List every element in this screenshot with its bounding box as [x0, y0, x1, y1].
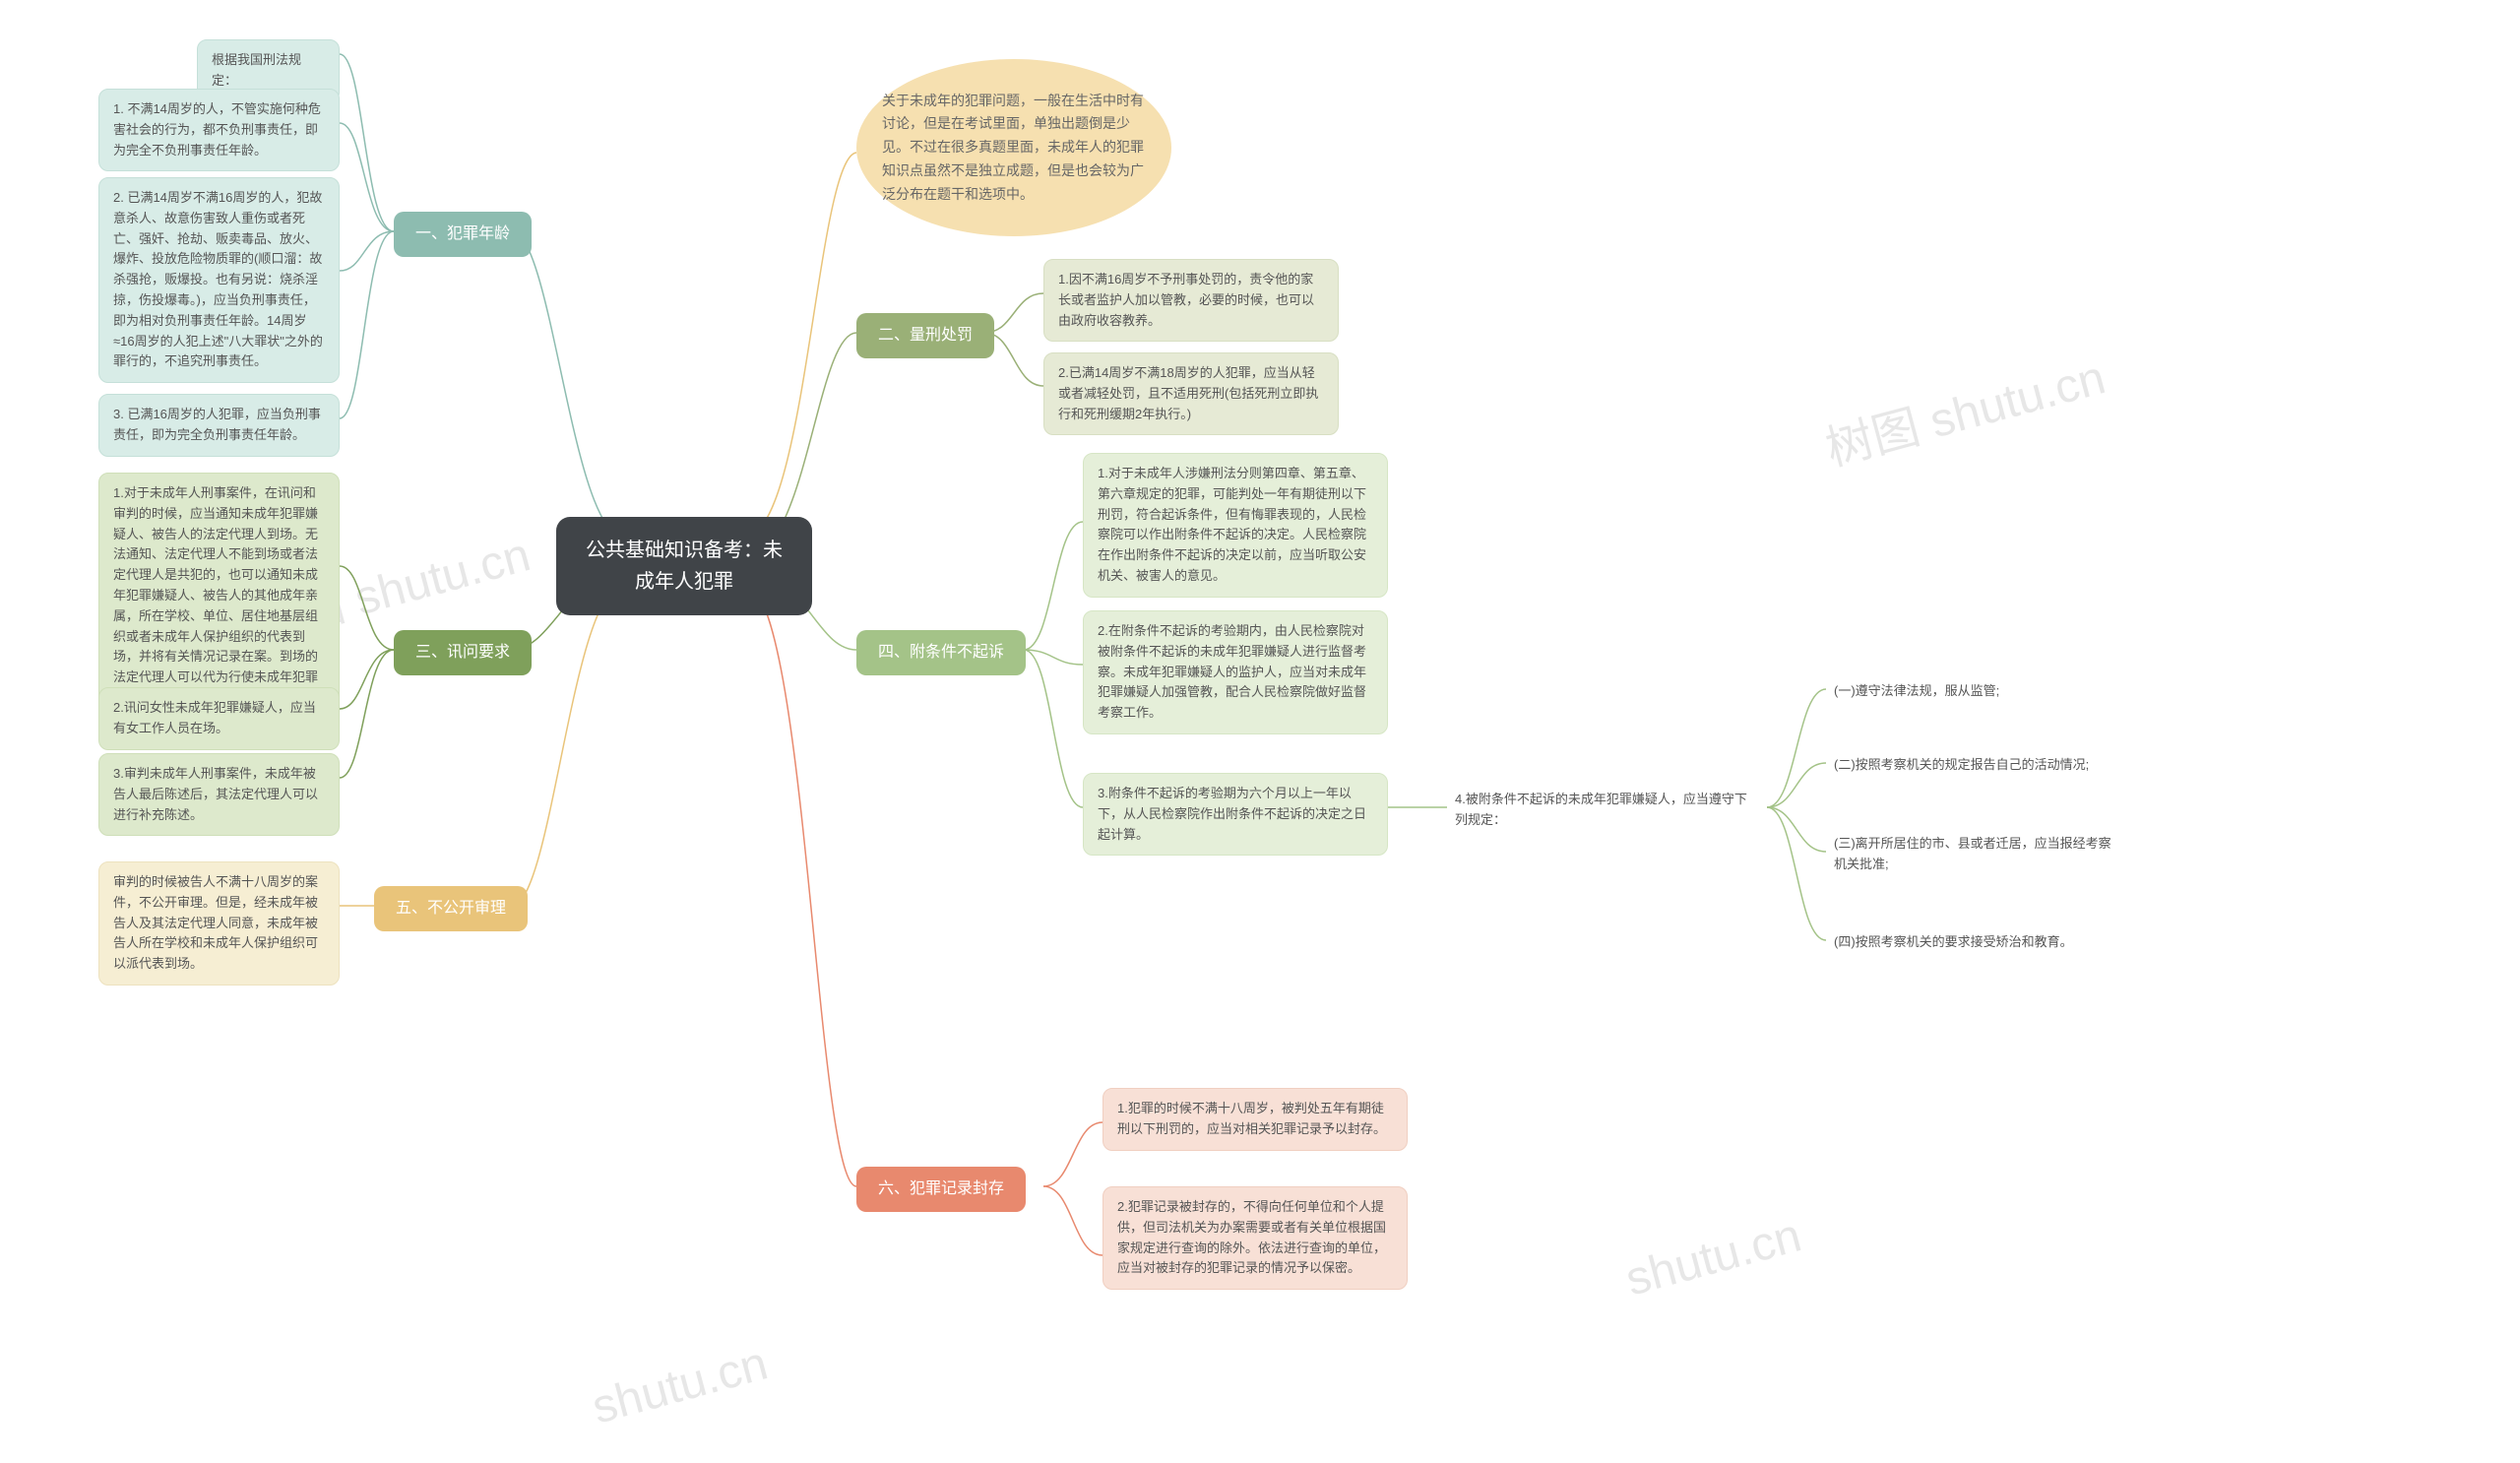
branch5[interactable]: 五、不公开审理	[374, 886, 528, 931]
branch4-sub-item[interactable]: (一)遵守法律法规，服从监管;	[1826, 677, 2082, 706]
watermark: 树图 shutu.cn	[1817, 339, 2111, 479]
root-node[interactable]: 公共基础知识备考：未成年人犯罪	[556, 517, 812, 615]
branch6[interactable]: 六、犯罪记录封存	[856, 1167, 1026, 1212]
branch4-sub-item[interactable]: (三)离开所居住的市、县或者迁居，应当报经考察机关批准;	[1826, 830, 2121, 879]
branch6-item[interactable]: 1.犯罪的时候不满十八周岁，被判处五年有期徒刑以下刑罚的，应当对相关犯罪记录予以…	[1102, 1088, 1408, 1151]
branch4[interactable]: 四、附条件不起诉	[856, 630, 1026, 675]
watermark: shutu.cn	[587, 1336, 774, 1434]
branch4-item[interactable]: 3.附条件不起诉的考验期为六个月以上一年以下，从人民检察院作出附条件不起诉的决定…	[1083, 773, 1388, 856]
branch4-sub-title[interactable]: 4.被附条件不起诉的未成年犯罪嫌疑人，应当遵守下列规定：	[1447, 786, 1767, 835]
branch6-item[interactable]: 2.犯罪记录被封存的，不得向任何单位和个人提供，但司法机关为办案需要或者有关单位…	[1102, 1186, 1408, 1290]
branch2[interactable]: 二、量刑处罚	[856, 313, 994, 358]
branch4-sub-item[interactable]: (二)按照考察机关的规定报告自己的活动情况;	[1826, 751, 2141, 780]
branch3-item[interactable]: 3.审判未成年人刑事案件，未成年被告人最后陈述后，其法定代理人可以进行补充陈述。	[98, 753, 340, 836]
branch3-item[interactable]: 2.讯问女性未成年犯罪嫌疑人，应当有女工作人员在场。	[98, 687, 340, 750]
watermark: shutu.cn	[1620, 1208, 1807, 1306]
branch1-item[interactable]: 2. 已满14周岁不满16周岁的人，犯故意杀人、故意伤害致人重伤或者死亡、强奸、…	[98, 177, 340, 383]
branch4-item[interactable]: 2.在附条件不起诉的考验期内，由人民检察院对被附条件不起诉的未成年犯罪嫌疑人进行…	[1083, 610, 1388, 734]
branch4-item[interactable]: 1.对于未成年人涉嫌刑法分则第四章、第五章、第六章规定的犯罪，可能判处一年有期徒…	[1083, 453, 1388, 598]
branch3-item[interactable]: 1.对于未成年人刑事案件，在讯问和审判的时候，应当通知未成年犯罪嫌疑人、被告人的…	[98, 473, 340, 720]
branch2-item[interactable]: 2.已满14周岁不满18周岁的人犯罪，应当从轻或者减轻处罚，且不适用死刑(包括死…	[1043, 352, 1339, 435]
branch1[interactable]: 一、犯罪年龄	[394, 212, 532, 257]
branch5-item[interactable]: 审判的时候被告人不满十八周岁的案件，不公开审理。但是，经未成年被告人及其法定代理…	[98, 861, 340, 986]
branch3[interactable]: 三、讯问要求	[394, 630, 532, 675]
intro-node[interactable]: 关于未成年的犯罪问题，一般在生活中时有讨论，但是在考试里面，单独出题倒是少见。不…	[856, 59, 1171, 236]
branch4-sub-item[interactable]: (四)按照考察机关的要求接受矫治和教育。	[1826, 928, 2121, 957]
branch1-item[interactable]: 1. 不满14周岁的人，不管实施何种危害社会的行为，都不负刑事责任，即为完全不负…	[98, 89, 340, 171]
branch2-item[interactable]: 1.因不满16周岁不予刑事处罚的，责令他的家长或者监护人加以管教，必要的时候，也…	[1043, 259, 1339, 342]
branch1-item[interactable]: 3. 已满16周岁的人犯罪，应当负刑事责任，即为完全负刑事责任年龄。	[98, 394, 340, 457]
